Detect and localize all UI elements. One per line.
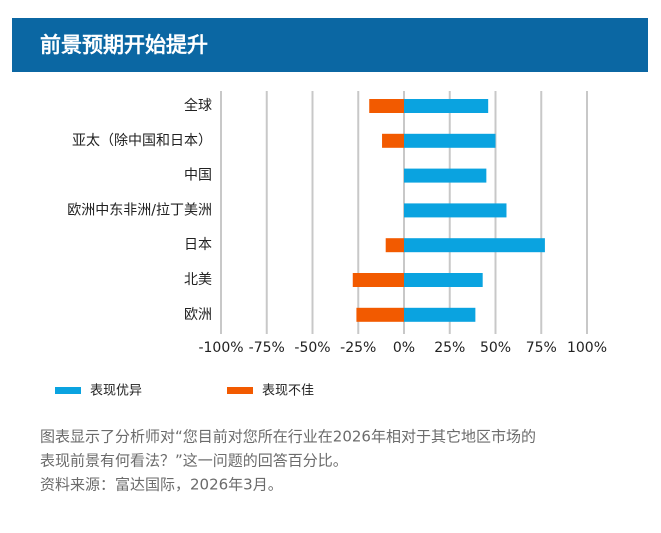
- bar: [404, 273, 483, 287]
- x-tick-label: -100%: [198, 340, 243, 356]
- bar: [404, 307, 476, 322]
- x-tick-label: 0%: [393, 340, 415, 356]
- note: 资料来源：富达国际，2026年3月。: [40, 476, 283, 494]
- header-bar: [12, 18, 648, 72]
- note: 图表显示了分析师对“您目前对您所在行业在2026年相对于其它地区市场的: [40, 428, 536, 446]
- y-tick-label: 亚太（除中国和日本）: [72, 133, 212, 149]
- note: 表现前景有何看法？”这一问题的回答百分比。: [40, 452, 348, 470]
- x-tick-label: -50%: [294, 340, 330, 356]
- legend-swatch: [55, 387, 81, 394]
- y-tick-label: 中国: [184, 168, 212, 184]
- bar: [404, 133, 496, 148]
- bar: [382, 133, 404, 148]
- y-tick-label: 北美: [184, 272, 212, 288]
- bar: [404, 238, 545, 253]
- y-tick-label: 日本: [184, 237, 212, 253]
- legend-label: 表现优异: [90, 384, 142, 399]
- y-tick-label: 全球: [184, 97, 212, 114]
- bar: [404, 203, 507, 218]
- bar: [404, 168, 487, 183]
- x-tick-label: 50%: [480, 340, 511, 356]
- bar: [356, 307, 404, 322]
- legend-label: 表现不佳: [262, 384, 314, 399]
- bar: [385, 238, 404, 253]
- x-tick-label: 75%: [526, 340, 557, 356]
- bar: [369, 99, 404, 113]
- y-tick-label: 欧洲中东非洲/拉丁美洲: [67, 202, 212, 218]
- chart-title: 前景预期开始提升: [40, 33, 208, 57]
- y-tick-label: 欧洲: [184, 307, 212, 323]
- x-tick-label: 100%: [567, 340, 607, 356]
- bar: [352, 273, 404, 287]
- x-tick-label: 25%: [434, 340, 465, 356]
- x-tick-label: -25%: [340, 340, 376, 356]
- bar: [404, 99, 489, 113]
- legend-swatch: [227, 387, 253, 394]
- x-tick-label: -75%: [249, 340, 285, 356]
